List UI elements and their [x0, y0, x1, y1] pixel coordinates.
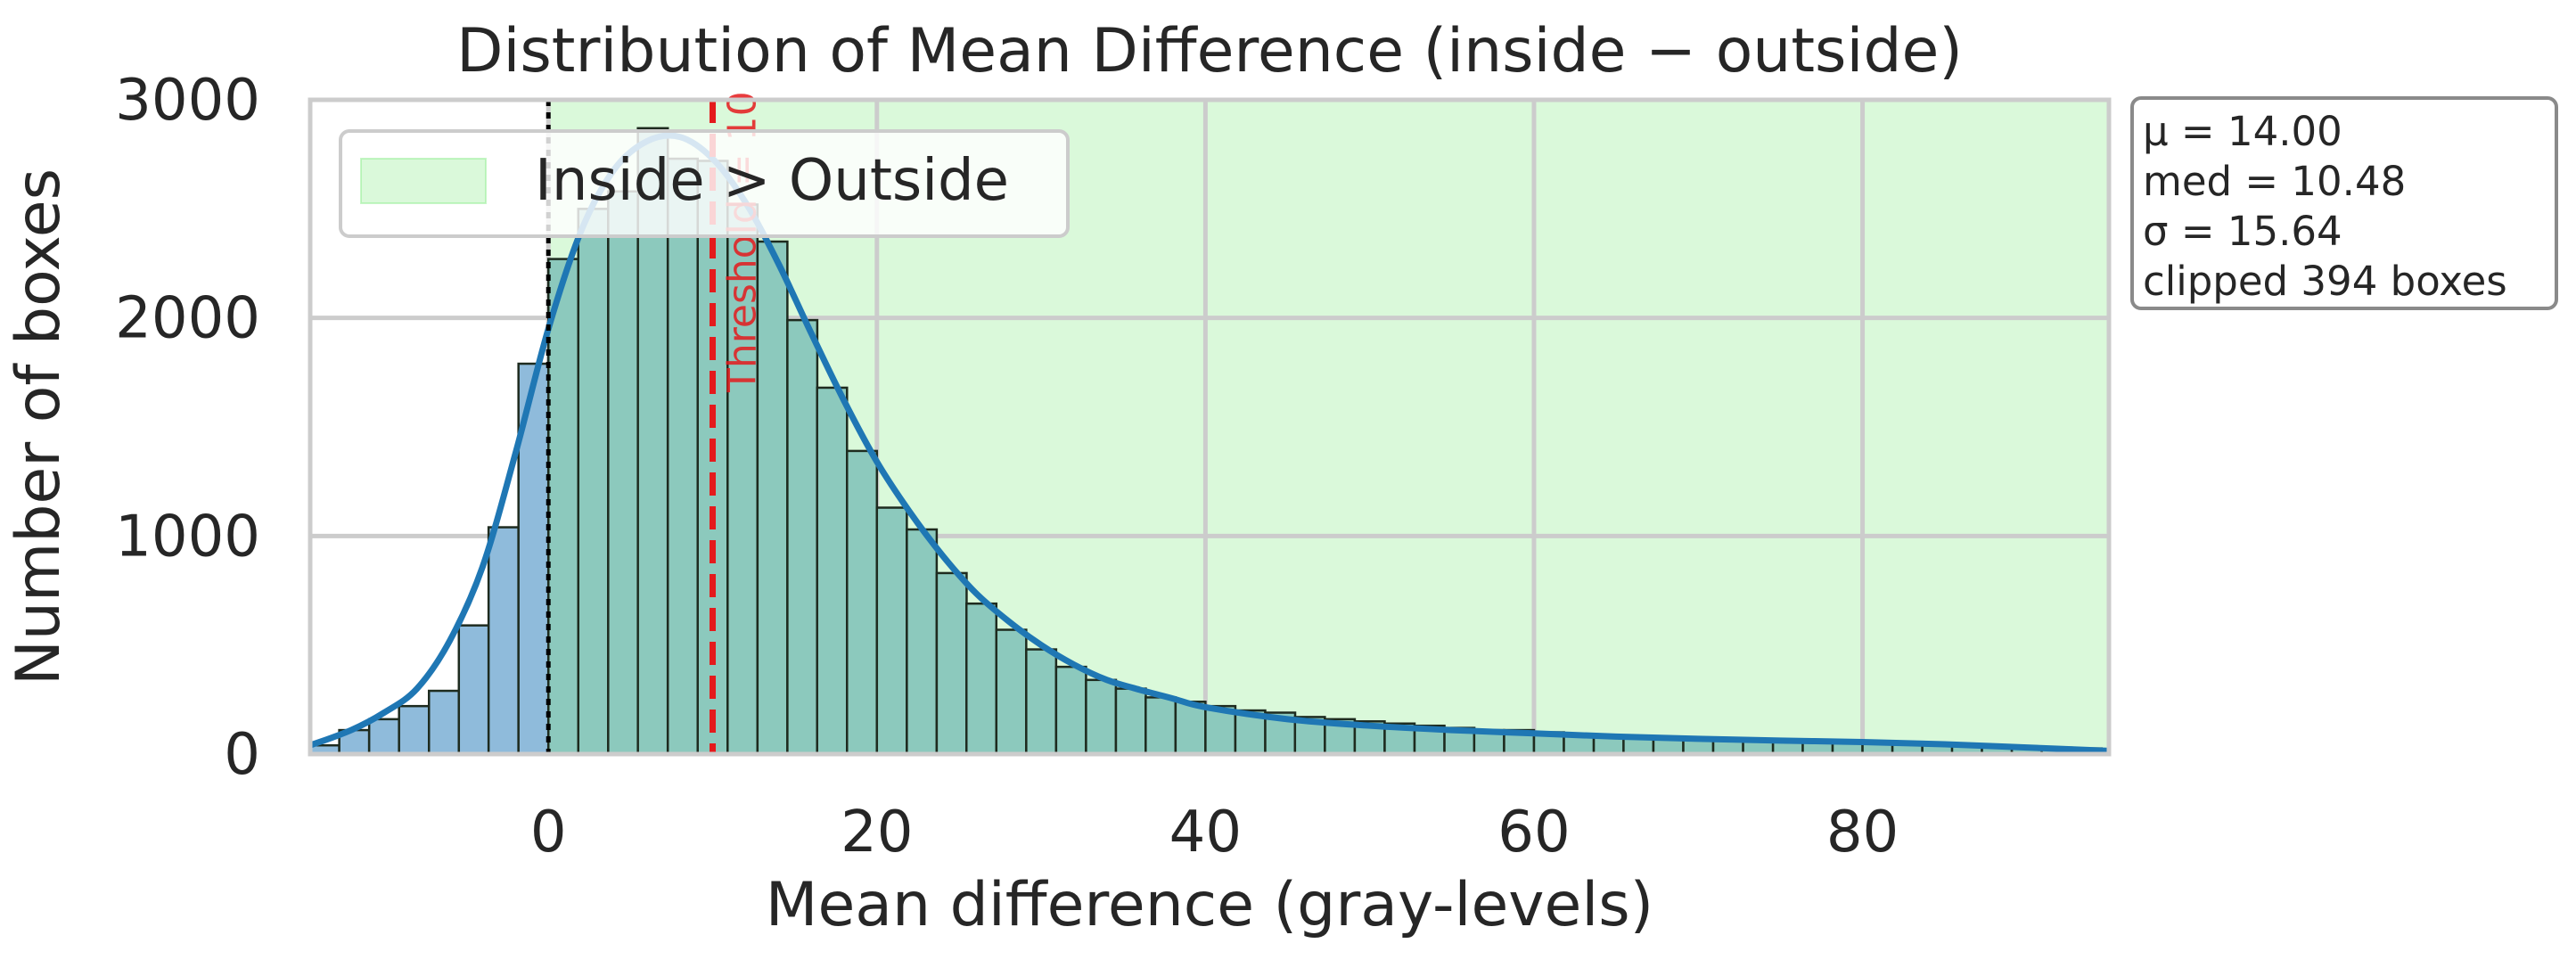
y-tick-label: 0	[224, 722, 260, 788]
legend-swatch	[360, 158, 487, 204]
histogram-bar	[546, 258, 580, 756]
histogram-bar	[816, 386, 849, 756]
histogram-bar	[1114, 687, 1147, 756]
y-tick-label: 2000	[115, 286, 260, 352]
y-tick-label: 3000	[115, 68, 260, 134]
x-tick-labels: 0 20 40 60 80	[530, 800, 1899, 865]
histogram-bar	[1174, 701, 1207, 756]
histogram-bar	[1054, 665, 1087, 756]
x-tick-label: 0	[530, 800, 567, 865]
kde-curve	[308, 132, 2110, 754]
y-tick-labels: 0 1000 2000 3000	[115, 68, 260, 788]
y-tick-label: 1000	[115, 504, 260, 570]
histogram-bar	[666, 157, 699, 756]
histogram-bar	[786, 318, 819, 756]
histogram-bar	[756, 240, 789, 756]
histogram-bar	[367, 718, 400, 756]
histogram-bar	[427, 689, 461, 756]
histogram-bar	[846, 449, 879, 756]
stats-box: μ = 14.00 med = 10.48 σ = 15.64 clipped …	[2130, 96, 2558, 310]
histogram-bar	[577, 208, 610, 756]
x-axis-label: Mean difference (gray-levels)	[766, 870, 1653, 940]
histogram-bar	[875, 506, 908, 756]
histogram-bar	[1144, 696, 1177, 756]
histogram-bar	[964, 602, 998, 756]
chart-title: Distribution of Mean Difference (inside …	[456, 16, 1963, 86]
y-axis-label: Number of boxes	[4, 168, 74, 685]
stat-mean: μ = 14.00	[2143, 108, 2342, 155]
histogram-bar	[398, 704, 431, 756]
x-tick-label: 80	[1826, 800, 1899, 865]
histogram-bar	[935, 571, 968, 756]
stat-median: med = 10.48	[2143, 158, 2407, 205]
histogram-bar	[1025, 648, 1058, 756]
histogram-bar	[457, 624, 490, 756]
histogram-bar	[1085, 678, 1118, 756]
stat-std: σ = 15.64	[2143, 208, 2342, 255]
plot-frame	[308, 97, 2112, 757]
legend-box	[339, 129, 1070, 238]
stat-clipped: clipped 394 boxes	[2143, 258, 2507, 305]
legend-label: Inside > Outside	[535, 148, 1009, 214]
histogram-bar	[906, 528, 939, 756]
histogram-bar	[607, 190, 640, 756]
histogram-bar	[995, 628, 1028, 756]
x-tick-label: 20	[841, 800, 913, 865]
x-tick-label: 60	[1497, 800, 1570, 865]
x-tick-label: 40	[1169, 800, 1242, 865]
histogram-bar	[487, 526, 520, 756]
legend: Inside > Outside	[339, 129, 1070, 238]
